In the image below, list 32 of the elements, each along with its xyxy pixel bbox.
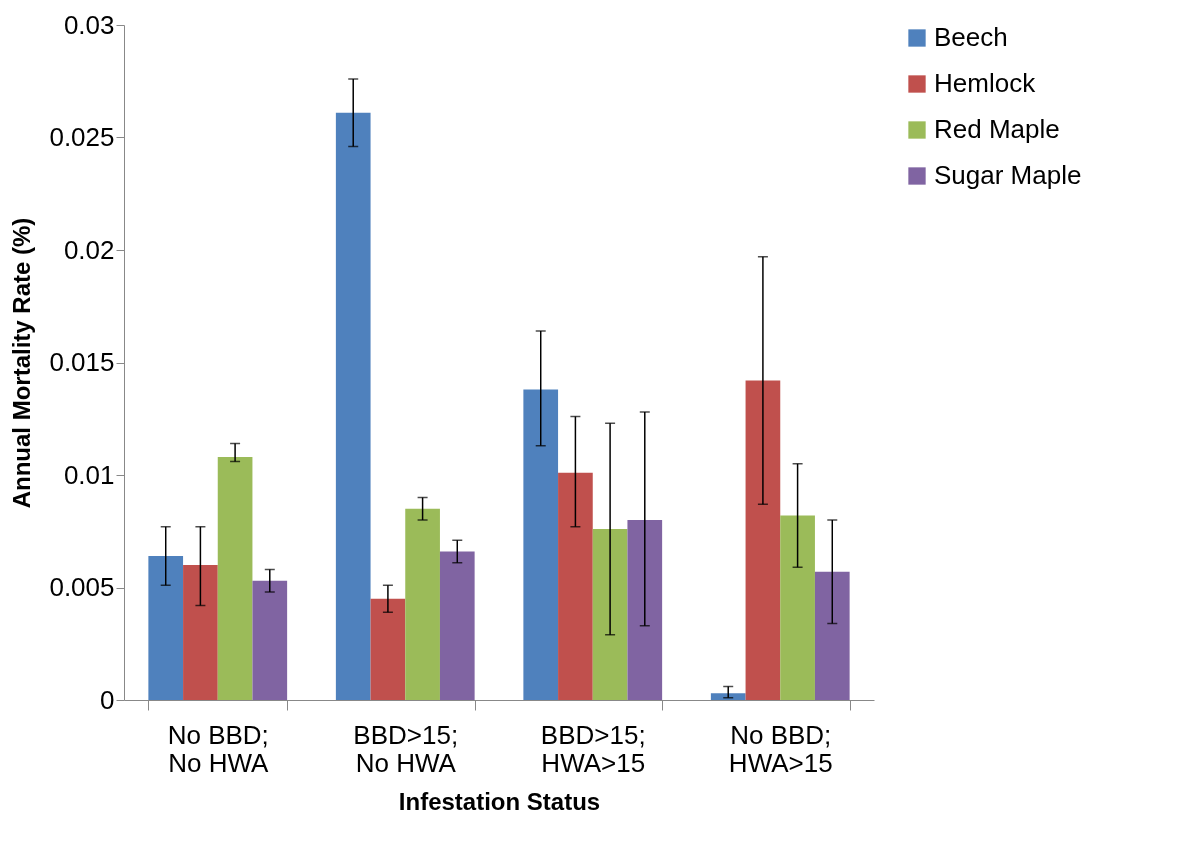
legend-label: Sugar Maple (934, 160, 1082, 190)
x-tick-label: No BBD; No HWA (167, 719, 269, 778)
x-axis-title: Infestation Status (398, 787, 601, 815)
y-tick-label: 0 (100, 684, 115, 715)
y-tick-label: 0.01 (63, 459, 115, 490)
bar (627, 520, 663, 700)
legend-label: Red Maple (934, 114, 1060, 144)
legend-label: Beech (934, 22, 1008, 52)
bar (745, 380, 781, 700)
y-tick-label: 0.03 (63, 9, 115, 40)
y-tick-label: 0.005 (49, 572, 115, 602)
bar (814, 571, 850, 700)
bar (439, 551, 475, 700)
x-tick-label: BBD>15; HWA>15 (540, 719, 646, 778)
bar (335, 112, 371, 700)
y-axis-title: Annual Mortality Rate (%) (8, 217, 36, 509)
bar (592, 529, 628, 700)
legend-label: Hemlock (934, 68, 1037, 98)
bar (370, 598, 406, 700)
bar (148, 556, 184, 700)
y-tick-label: 0.015 (49, 347, 115, 377)
bar (217, 457, 253, 700)
y-tick-label: 0.025 (49, 122, 115, 152)
bar (183, 565, 218, 700)
y-tick-label: 0.02 (63, 234, 115, 265)
x-tick-label: BBD>15; No HWA (353, 719, 459, 778)
bar (405, 508, 440, 700)
bar (780, 515, 815, 700)
x-tick-label: No BBD; HWA>15 (728, 719, 833, 778)
bar (523, 389, 559, 700)
bar (558, 472, 593, 700)
bar (252, 580, 288, 700)
